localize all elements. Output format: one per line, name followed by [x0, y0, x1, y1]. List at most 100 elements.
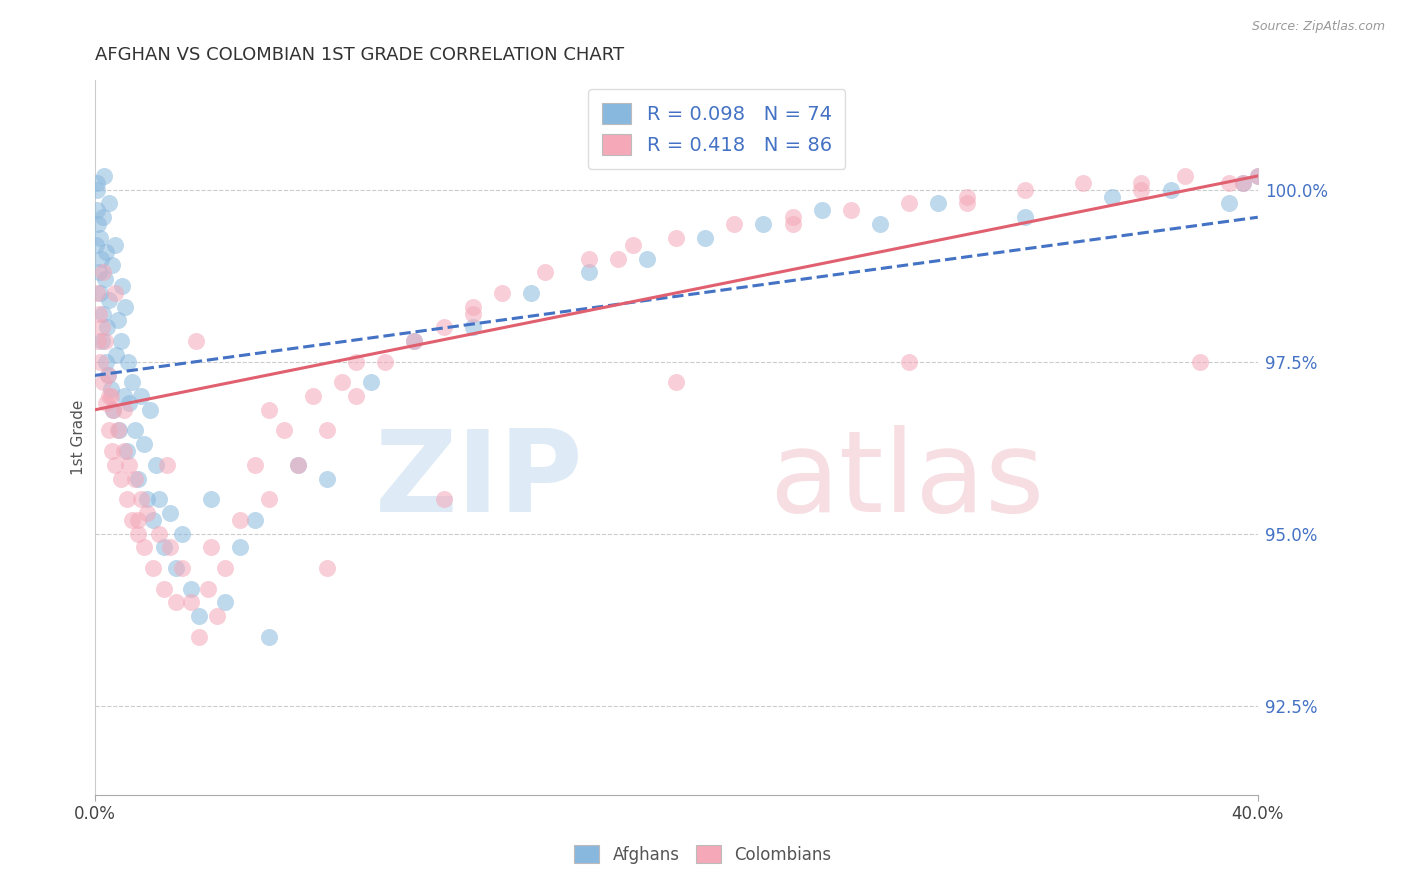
Point [115, 444, 138, 458]
Point [148, 492, 170, 507]
Y-axis label: 1st Grade: 1st Grade [72, 400, 86, 475]
Point [127, 526, 149, 541]
Point [200, 492, 222, 507]
Point [89, 354, 111, 368]
Point [170, 561, 193, 575]
Point [170, 526, 193, 541]
Point [869, 217, 891, 231]
Point [93, 169, 115, 183]
Point [107, 313, 129, 327]
Point [578, 265, 600, 279]
Point [98, 196, 121, 211]
Point [87, 265, 110, 279]
Point [142, 561, 165, 575]
Point [96, 320, 118, 334]
Point [94, 334, 117, 348]
Point [229, 513, 252, 527]
Point [159, 541, 181, 555]
Point [461, 300, 484, 314]
Point [105, 348, 128, 362]
Point [110, 472, 132, 486]
Point [461, 307, 484, 321]
Point [636, 252, 658, 266]
Point [86, 183, 108, 197]
Point [129, 492, 152, 507]
Point [118, 458, 141, 472]
Point [90, 252, 112, 266]
Point [153, 582, 176, 596]
Point [1130, 176, 1153, 190]
Point [214, 561, 236, 575]
Point [86, 203, 108, 218]
Point [316, 472, 339, 486]
Point [90, 320, 112, 334]
Point [104, 285, 127, 300]
Point [723, 217, 745, 231]
Point [360, 376, 382, 390]
Point [404, 334, 426, 348]
Point [180, 582, 202, 596]
Point [1218, 176, 1240, 190]
Point [927, 196, 949, 211]
Point [301, 389, 323, 403]
Point [214, 595, 236, 609]
Point [287, 458, 309, 472]
Point [330, 376, 353, 390]
Point [127, 513, 149, 527]
Point [110, 334, 132, 348]
Point [97, 368, 120, 383]
Point [257, 630, 280, 644]
Point [91, 211, 114, 225]
Point [534, 265, 557, 279]
Point [1014, 183, 1036, 197]
Point [98, 389, 121, 403]
Point [121, 376, 143, 390]
Point [316, 561, 339, 575]
Point [810, 203, 832, 218]
Point [695, 231, 717, 245]
Point [205, 609, 228, 624]
Point [112, 444, 135, 458]
Point [578, 252, 600, 266]
Point [153, 541, 176, 555]
Point [897, 354, 920, 368]
Point [124, 424, 146, 438]
Point [782, 217, 804, 231]
Point [117, 354, 139, 368]
Point [491, 285, 513, 300]
Point [101, 444, 124, 458]
Point [145, 458, 167, 472]
Point [118, 396, 141, 410]
Point [257, 492, 280, 507]
Point [148, 526, 170, 541]
Point [121, 513, 143, 527]
Point [1101, 189, 1123, 203]
Point [1014, 211, 1036, 225]
Point [104, 237, 127, 252]
Point [114, 300, 136, 314]
Point [432, 320, 454, 334]
Point [897, 196, 920, 211]
Point [1174, 169, 1197, 183]
Point [621, 237, 644, 252]
Point [1188, 354, 1211, 368]
Point [96, 396, 118, 410]
Point [104, 458, 127, 472]
Point [139, 402, 162, 417]
Point [97, 368, 120, 383]
Legend: R = 0.098   N = 74, R = 0.418   N = 86: R = 0.098 N = 74, R = 0.418 N = 86 [588, 89, 845, 169]
Point [665, 231, 688, 245]
Point [124, 472, 146, 486]
Point [98, 293, 121, 307]
Point [1232, 176, 1254, 190]
Point [287, 458, 309, 472]
Point [94, 272, 117, 286]
Point [956, 196, 979, 211]
Point [129, 389, 152, 403]
Point [200, 541, 222, 555]
Point [1071, 176, 1094, 190]
Point [111, 279, 134, 293]
Point [607, 252, 630, 266]
Point [374, 354, 396, 368]
Point [316, 424, 339, 438]
